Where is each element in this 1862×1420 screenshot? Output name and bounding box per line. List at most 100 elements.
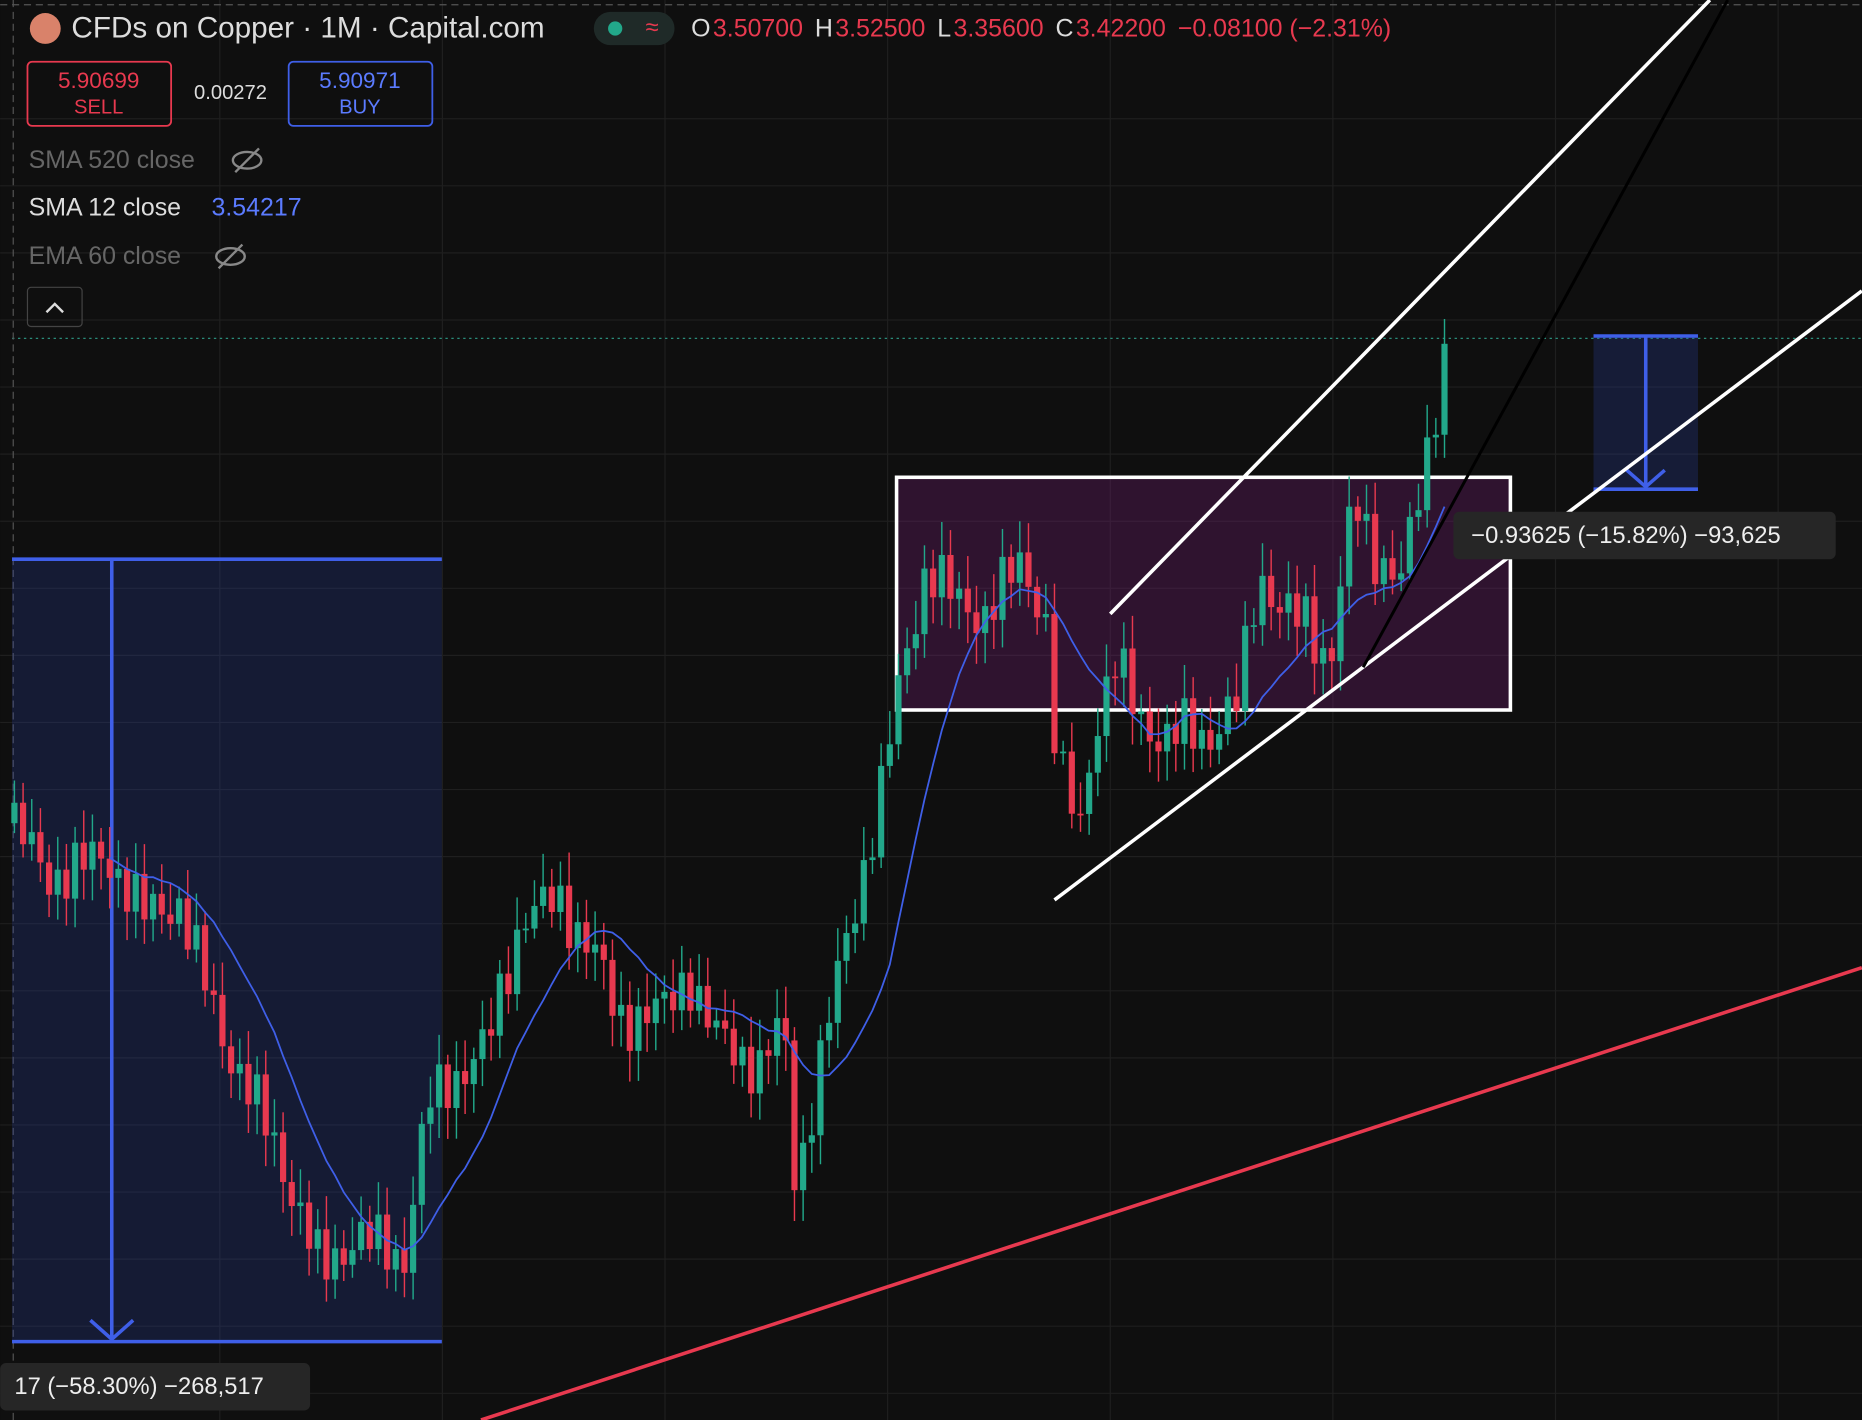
symbol-icon — [29, 13, 61, 44]
candle-body — [306, 1202, 313, 1249]
candle-body — [713, 1020, 720, 1028]
candle-body — [618, 1004, 625, 1016]
candle-body — [262, 1074, 269, 1136]
candle-body — [193, 925, 200, 950]
buy-price: 5.90971 — [319, 68, 401, 93]
candle-body — [1363, 513, 1370, 521]
candle-body — [843, 933, 850, 961]
candle-body — [1138, 711, 1145, 715]
ohlc-value: 3.50700 — [713, 14, 803, 42]
measure-arrowhead — [1625, 468, 1666, 490]
collapse-icon — [45, 302, 64, 314]
trend-line — [480, 965, 1862, 1420]
candle-body — [583, 922, 590, 953]
candle-body — [912, 634, 919, 649]
candle-body — [1016, 552, 1023, 583]
status-pill[interactable] — [593, 11, 675, 46]
candle-body — [860, 860, 867, 924]
candle-body — [1328, 648, 1335, 662]
candle-body — [1406, 516, 1413, 574]
candle-body — [956, 588, 963, 599]
candle-body — [739, 1046, 746, 1066]
candle-body — [730, 1028, 737, 1066]
candle-body — [176, 898, 183, 924]
measure-label: 17 (−58.30%) −268,517 — [14, 1374, 263, 1400]
candles — [11, 318, 1448, 1302]
candle-body — [782, 1018, 789, 1041]
candle-body — [1164, 723, 1171, 752]
candle-body — [990, 606, 997, 620]
candle-body — [1389, 558, 1396, 580]
candle-body — [1146, 711, 1153, 742]
hidden-icon[interactable] — [215, 243, 246, 270]
candle-body — [921, 568, 928, 635]
indicator-name[interactable]: EMA 60 close — [29, 242, 181, 270]
indicator-name[interactable]: SMA 12 close — [29, 194, 181, 222]
candle-body — [973, 612, 980, 634]
ohlc-value: 3.52500 — [835, 14, 925, 42]
candle-body — [791, 1040, 798, 1191]
candle-body — [1380, 558, 1387, 585]
candle-body — [765, 1050, 772, 1056]
candle-body — [574, 922, 581, 949]
candle-body — [375, 1214, 382, 1250]
candle-body — [470, 1059, 477, 1085]
title[interactable]: CFDs on Copper · 1M · Capital.com — [71, 12, 544, 45]
ohlc-key: C — [1055, 14, 1073, 42]
candle-body — [54, 869, 61, 895]
candle-body — [834, 960, 841, 1023]
candle-body — [340, 1248, 347, 1265]
candle-body — [427, 1107, 434, 1124]
candle-body — [982, 606, 989, 634]
sell-price: 5.90699 — [58, 68, 140, 93]
candle-body — [661, 991, 668, 999]
candle-body — [1294, 593, 1301, 627]
candle-body — [488, 1029, 495, 1036]
sell-button[interactable] — [26, 60, 173, 127]
candle-body — [1172, 723, 1179, 744]
buy-button[interactable] — [287, 60, 434, 127]
candle-body — [748, 1046, 755, 1094]
candle-body — [1424, 437, 1431, 511]
candle-body — [1337, 586, 1344, 662]
candle-body — [540, 886, 547, 906]
candle-body — [678, 972, 685, 1011]
measure-label-box — [1453, 511, 1836, 560]
candle-body — [1190, 698, 1197, 749]
candle-body — [722, 1020, 729, 1029]
collapse-button[interactable] — [26, 286, 83, 328]
candle-body — [964, 588, 971, 613]
hidden-icon[interactable] — [231, 147, 263, 173]
candle-body — [644, 1006, 651, 1024]
candle-body — [358, 1221, 365, 1251]
candle-body — [288, 1182, 295, 1207]
candle-body — [123, 868, 131, 912]
candle-body — [210, 990, 217, 995]
candle-body — [947, 554, 954, 599]
candle-body — [687, 972, 694, 1011]
candle-body — [106, 858, 113, 878]
indicator-name[interactable]: SMA 520 close — [29, 146, 195, 174]
ohlc-key: O — [691, 14, 710, 42]
candle-body — [635, 1006, 642, 1051]
status-icon: ≈ — [645, 15, 658, 41]
candle-body — [1120, 648, 1127, 678]
candle-body — [45, 862, 53, 895]
candle-body — [1008, 556, 1015, 583]
candle-body — [1432, 434, 1439, 438]
candle-body — [271, 1132, 278, 1136]
measure-label: −0.93625 (−15.82%) −93,625 — [1471, 523, 1780, 549]
candle-body — [1077, 813, 1084, 816]
candle-body — [1155, 741, 1162, 752]
sell-label: SELL — [74, 96, 123, 118]
candle-body — [349, 1250, 356, 1265]
candle-body — [1259, 575, 1266, 626]
candle-body — [89, 841, 96, 870]
candle-body — [886, 744, 893, 766]
candle-body — [557, 885, 564, 913]
candle-body — [1441, 343, 1448, 435]
candle-body — [1068, 751, 1075, 814]
candle-body — [97, 841, 105, 859]
ohlc-value: 3.35600 — [953, 14, 1043, 42]
